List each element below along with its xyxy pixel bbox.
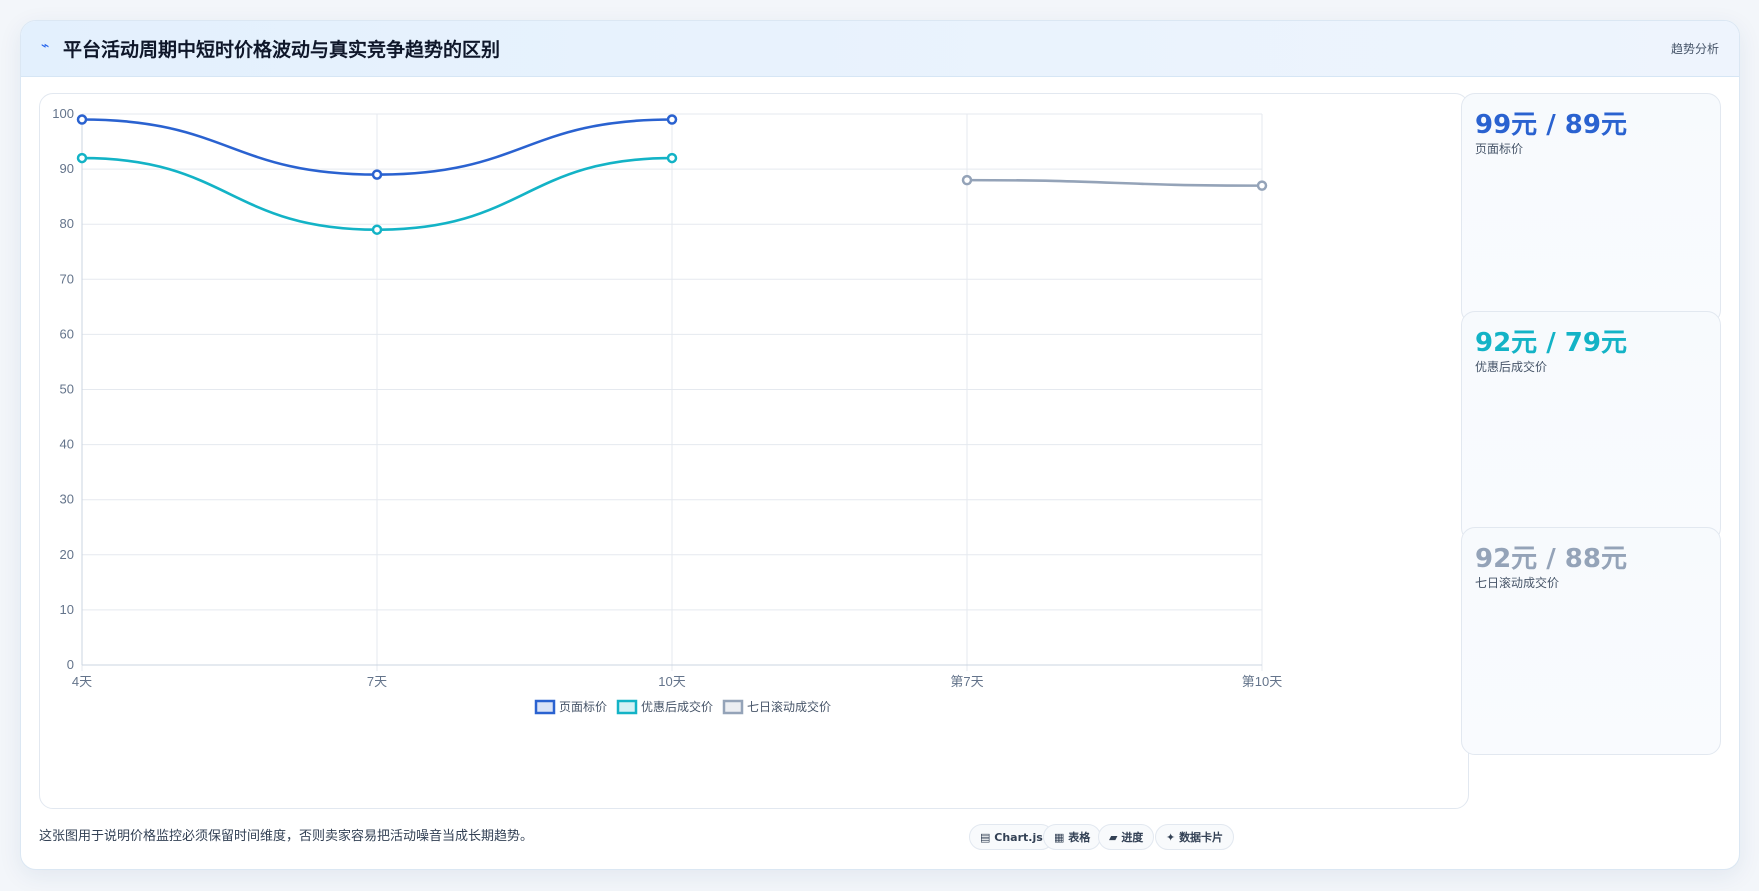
data-point: [961, 174, 973, 186]
stat-label: 七日滚动成交价: [1475, 576, 1560, 590]
stat-card-list-price: 99元 / 89元 页面标价: [1461, 93, 1721, 324]
x-tick-label: 第10天: [1242, 674, 1282, 689]
data-point: [1256, 180, 1268, 191]
y-tick-label: 20: [60, 547, 74, 562]
chart-wave-icon: ⌁: [41, 38, 50, 54]
chip-label: Chart.js: [994, 831, 1043, 844]
chip-label: 进度: [1121, 831, 1144, 844]
y-tick-label: 10: [60, 602, 74, 617]
y-tick-label: 100: [52, 106, 74, 121]
y-tick-label: 90: [60, 161, 74, 176]
stat-value: 92元 / 88元: [1475, 544, 1627, 574]
chart-footnote: 这张图用于说明价格监控必须保留时间维度，否则卖家容易把活动噪音当成长期趋势。: [39, 829, 534, 844]
progress-icon: ▰: [1109, 831, 1118, 844]
stat-label: 优惠后成交价: [1475, 360, 1548, 374]
chip-chartjs[interactable]: ▤ Chart.js: [969, 824, 1054, 850]
line-chart: 0 10 20 30 40 50 60 70 80 90 100 4天 7天 10天 第7天 第10天页面标价…: [52, 106, 1282, 715]
y-tick-label: 30: [60, 492, 74, 507]
data-point: [76, 152, 88, 164]
legend-label: 页面标价: [559, 700, 607, 714]
chip-label: 数据卡片: [1179, 831, 1224, 844]
x-tick-label: 10天: [658, 674, 685, 689]
legend-label: 优惠后成交价: [641, 699, 713, 714]
chart-icon: ▤: [980, 831, 991, 844]
chip-table[interactable]: ▦ 表格: [1043, 824, 1102, 850]
chip-data-card[interactable]: ✦ 数据卡片: [1155, 824, 1235, 850]
legend-swatch: [534, 699, 556, 715]
chart-card: ⌁ 平台活动周期中短时价格波动与真实竞争趋势的区别 趋势分析 0 10 20 30 40…: [20, 20, 1740, 870]
chart-panel: 0 10 20 30 40 50 60 70 80 90 100 4天 7天 10天 第7天 第10天页面标价…: [39, 93, 1469, 809]
table-icon: ▦: [1054, 831, 1065, 844]
stat-value: 92元 / 79元: [1475, 328, 1627, 358]
data-point: [666, 152, 678, 164]
data-point: [76, 114, 88, 125]
x-tick-label: 4天: [72, 674, 92, 689]
chip-progress[interactable]: ▰ 进度: [1098, 824, 1155, 850]
y-tick-label: 80: [60, 216, 74, 231]
y-tick-label: 60: [60, 326, 74, 341]
page-title: 平台活动周期中短时价格波动与真实竞争趋势的区别: [63, 39, 501, 61]
data-point: [371, 224, 383, 235]
y-tick-label: 50: [60, 382, 74, 397]
y-tick-label: 40: [60, 437, 74, 452]
stat-value: 99元 / 89元: [1475, 110, 1627, 140]
legend-swatch: [616, 699, 638, 715]
y-tick-label: 70: [60, 271, 74, 286]
x-tick-label: 第7天: [950, 674, 983, 689]
y-tick-label: 0: [67, 657, 74, 672]
data-point: [371, 169, 383, 180]
analysis-badge: 趋势分析: [1670, 42, 1719, 56]
stat-label: 页面标价: [1475, 142, 1524, 156]
x-tick-label: 7天: [367, 674, 387, 689]
data-point: [666, 114, 678, 125]
sparkle-icon: ✦: [1166, 831, 1176, 844]
chip-label: 表格: [1068, 831, 1091, 844]
series-line-2: [966, 178, 1263, 187]
legend-label: 七日滚动成交价: [747, 699, 831, 714]
stat-card-discount-price: 92元 / 79元 优惠后成交价: [1461, 311, 1721, 542]
stat-card-rolling-price: 92元 / 88元 七日滚动成交价: [1461, 527, 1721, 755]
legend-swatch: [722, 699, 744, 715]
card-header: ⌁ 平台活动周期中短时价格波动与真实竞争趋势的区别 趋势分析: [21, 21, 1739, 77]
